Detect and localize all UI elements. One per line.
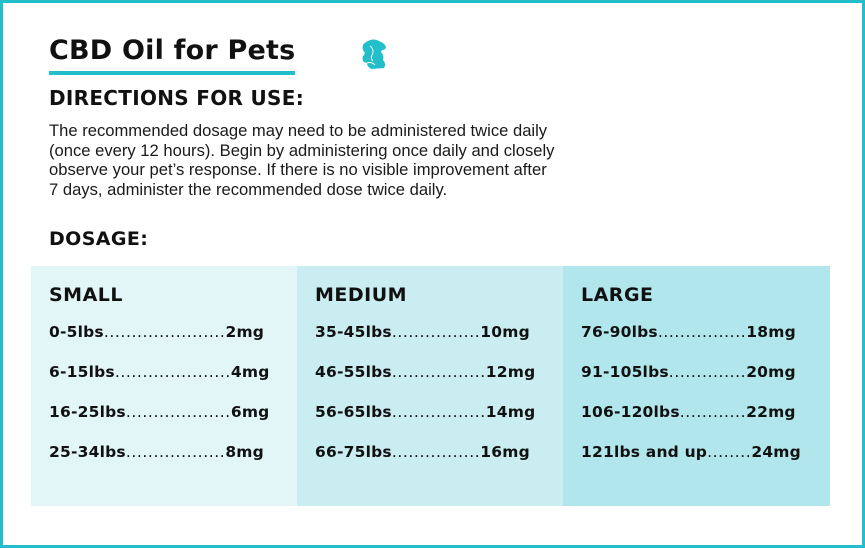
dose-value: 16mg xyxy=(480,443,530,461)
dosage-row: 35-45lbs................10mg xyxy=(315,322,563,342)
directions-line: The recommended dosage may need to be ad… xyxy=(49,121,548,140)
dose-value: 20mg xyxy=(746,363,796,381)
dosage-heading: DOSAGE: xyxy=(49,228,149,250)
dosage-row: 106-120lbs............22mg xyxy=(581,402,830,422)
dosage-row: 25-34lbs..................8mg xyxy=(49,442,297,462)
directions-line: 7 days, administer the recommended dose … xyxy=(49,179,448,199)
weight-range: 6-15lbs xyxy=(49,363,115,381)
dose-value: 8mg xyxy=(225,443,264,461)
weight-range: 46-55lbs xyxy=(315,363,392,381)
dosage-row: 0-5lbs......................2mg xyxy=(49,322,297,342)
leader-dots: ..................... xyxy=(114,363,231,381)
dosage-row: 66-75lbs................16mg xyxy=(315,442,563,462)
weight-range: 56-65lbs xyxy=(315,403,392,421)
title-block: CBD Oil for Pets xyxy=(49,34,296,75)
weight-range: 106-120lbs xyxy=(581,403,680,421)
dosage-row: 6-15lbs.....................4mg xyxy=(49,362,297,382)
dosage-column-medium: MEDIUM 35-45lbs................10mg 46-5… xyxy=(297,266,563,506)
dosage-row: 56-65lbs.................14mg xyxy=(315,402,563,422)
leader-dots: ................. xyxy=(391,363,486,381)
dose-value: 24mg xyxy=(751,443,801,461)
column-header: MEDIUM xyxy=(315,284,408,306)
dosage-row: 91-105lbs..............20mg xyxy=(581,362,830,382)
leader-dots: ................. xyxy=(391,403,486,421)
weight-range: 0-5lbs xyxy=(49,323,104,341)
page-title: CBD Oil for Pets xyxy=(49,34,296,75)
directions-text: The recommended dosage may need to be ad… xyxy=(49,121,649,199)
dose-value: 10mg xyxy=(480,323,530,341)
dose-value: 18mg xyxy=(746,323,796,341)
weight-range: 16-25lbs xyxy=(49,403,126,421)
weight-range: 121lbs and up xyxy=(581,443,708,461)
weight-range: 91-105lbs xyxy=(581,363,669,381)
dose-value: 6mg xyxy=(230,403,270,421)
weight-range: 35-45lbs xyxy=(315,323,392,341)
weight-range: 66-75lbs xyxy=(315,443,392,461)
dosage-column-small: SMALL 0-5lbs......................2mg 6-… xyxy=(31,266,297,506)
dosage-row: 121lbs and up........24mg xyxy=(581,442,830,462)
dose-value: 12mg xyxy=(485,363,536,381)
dose-value: 14mg xyxy=(485,403,536,421)
dosage-column-large: LARGE 76-90lbs................18mg 91-10… xyxy=(563,266,830,506)
leader-dots: ...................... xyxy=(103,323,226,341)
directions-heading: DIRECTIONS FOR USE: xyxy=(49,86,305,110)
dose-value: 22mg xyxy=(746,403,796,421)
dosage-table: SMALL 0-5lbs......................2mg 6-… xyxy=(31,266,830,506)
leader-dots: ................ xyxy=(391,443,481,461)
column-header: SMALL xyxy=(49,284,124,306)
leader-dots: ................... xyxy=(125,403,231,421)
column-header: LARGE xyxy=(581,284,654,306)
directions-line: observe your pet’s response. If there is… xyxy=(49,160,547,180)
leader-dots: ................ xyxy=(657,323,747,341)
directions-line: (once every 12 hours). Begin by administ… xyxy=(49,140,555,160)
weight-range: 76-90lbs xyxy=(581,323,658,341)
dosage-row: 76-90lbs................18mg xyxy=(581,322,830,342)
leader-dots: .................. xyxy=(125,443,226,461)
dose-value: 2mg xyxy=(225,323,265,341)
weight-range: 25-34lbs xyxy=(49,443,126,461)
dog-and-cat-icon xyxy=(362,39,386,69)
leader-dots: ................ xyxy=(391,323,481,341)
leader-dots: ............ xyxy=(679,403,747,421)
dosage-row: 46-55lbs.................12mg xyxy=(315,362,563,382)
leader-dots: .............. xyxy=(668,363,747,381)
dosage-row: 16-25lbs...................6mg xyxy=(49,402,297,422)
dose-value: 4mg xyxy=(230,363,270,381)
leader-dots: ........ xyxy=(707,443,752,461)
